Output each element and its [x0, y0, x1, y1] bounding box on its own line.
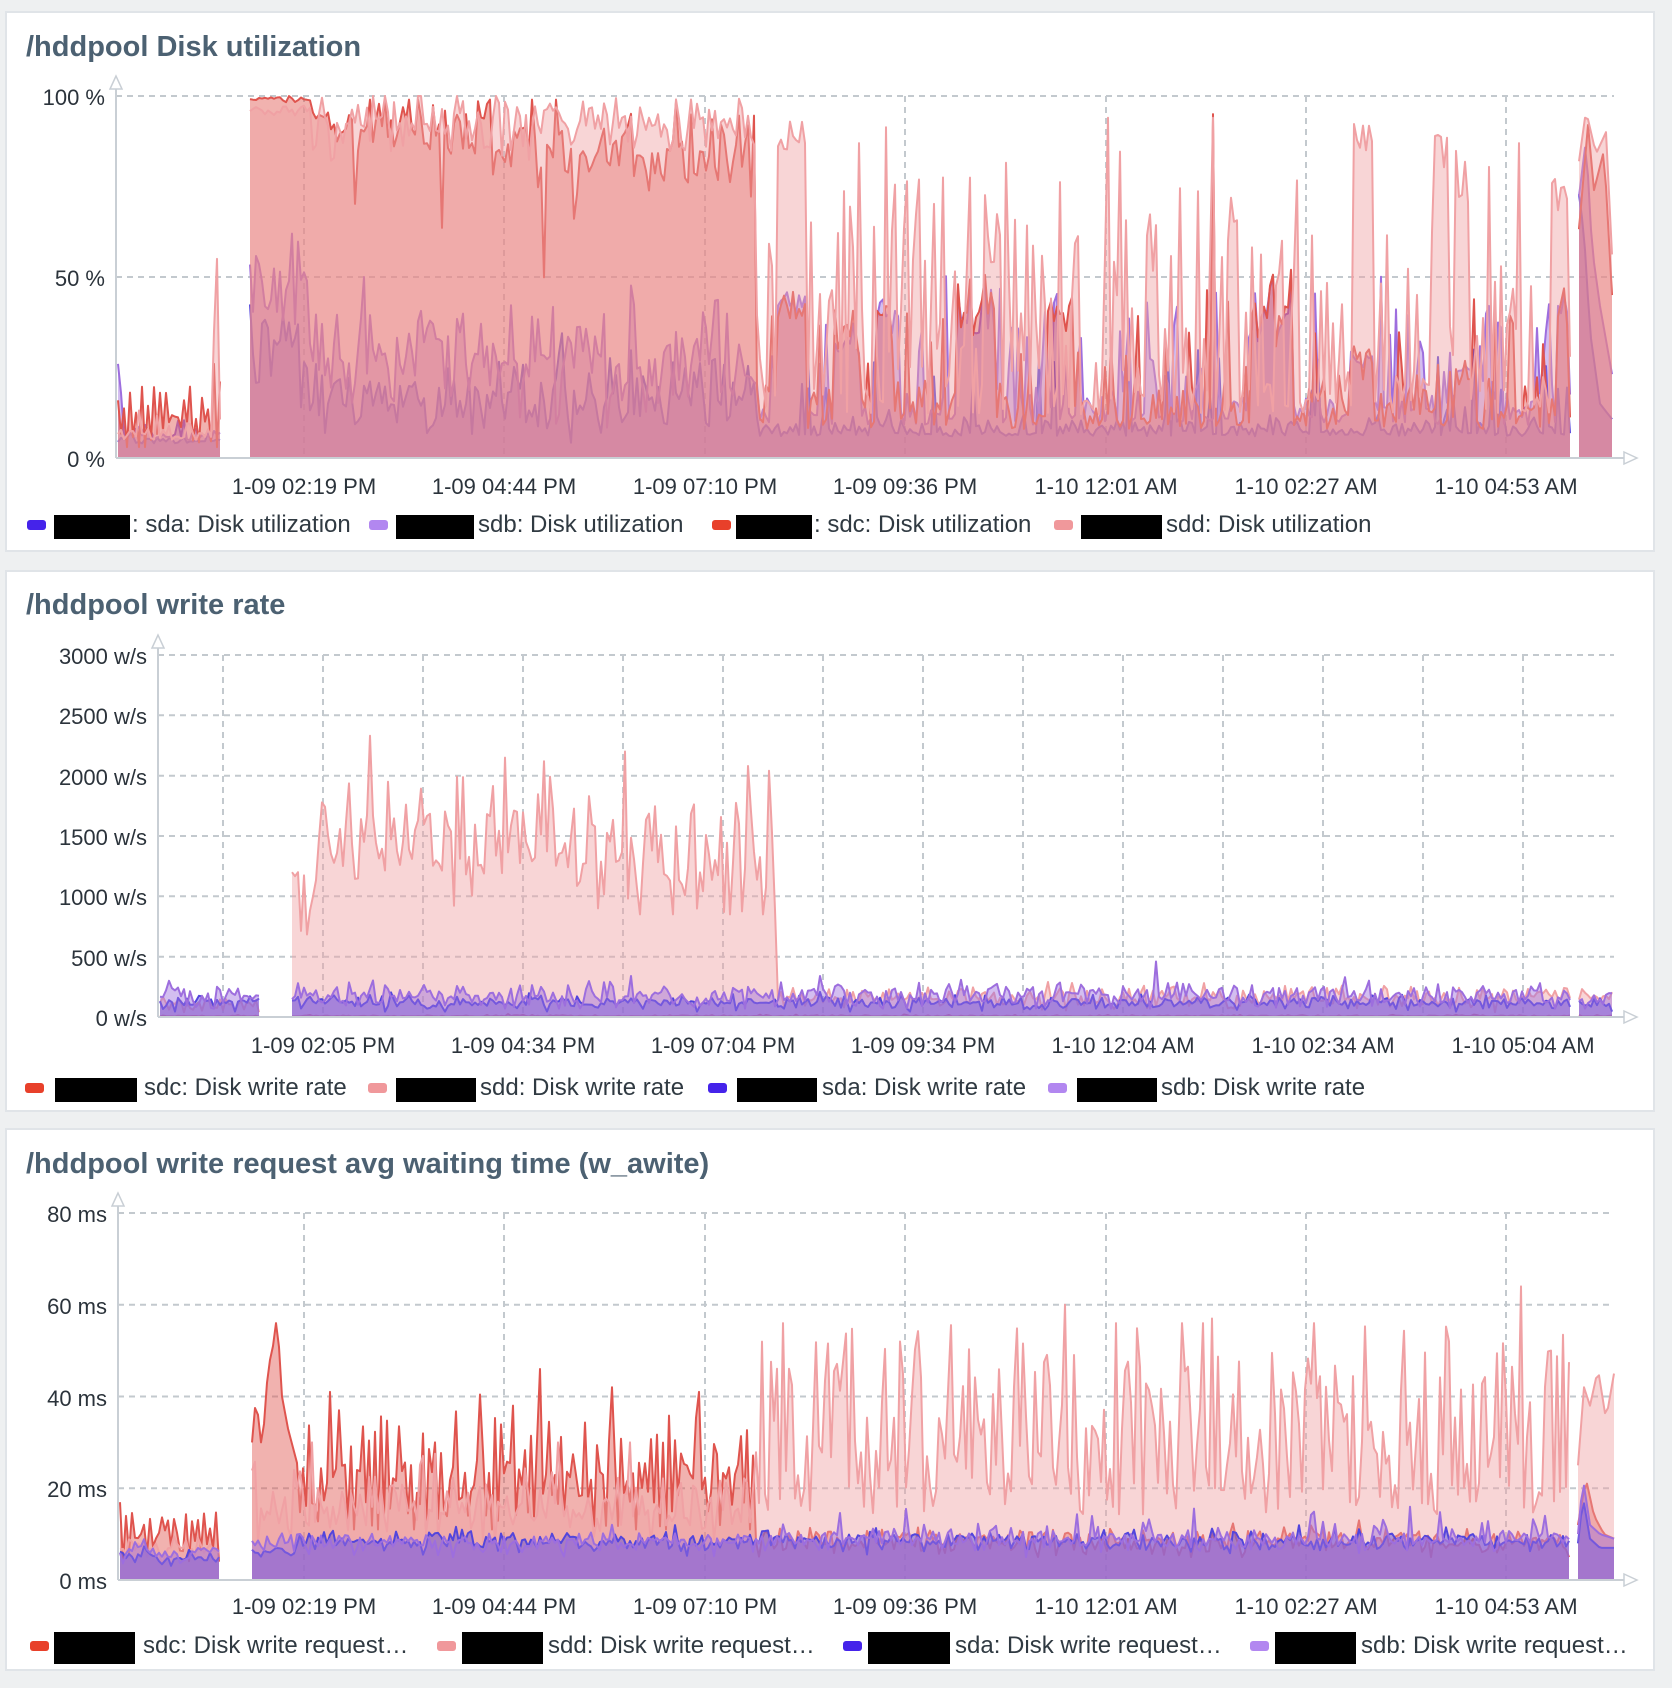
svg-text:0 w/s: 0 w/s	[96, 1006, 147, 1031]
svg-text:1-10 12:04 AM: 1-10 12:04 AM	[1051, 1033, 1194, 1058]
svg-text:1-10 04:53 AM: 1-10 04:53 AM	[1434, 1594, 1577, 1619]
svg-text:sdd: Disk write rate: sdd: Disk write rate	[480, 1074, 684, 1101]
svg-text:1-10 12:01 AM: 1-10 12:01 AM	[1034, 474, 1177, 499]
svg-text:1500 w/s: 1500 w/s	[59, 825, 147, 850]
svg-text:20 ms: 20 ms	[47, 1477, 107, 1502]
svg-text:1-09 07:10 PM: 1-09 07:10 PM	[633, 1594, 777, 1619]
svg-text:1-09 04:34 PM: 1-09 04:34 PM	[451, 1033, 595, 1058]
svg-text:sdd: Disk write request…: sdd: Disk write request…	[548, 1632, 815, 1659]
svg-text:80 ms: 80 ms	[47, 1202, 107, 1227]
svg-text:sdd: Disk utilization: sdd: Disk utilization	[1166, 511, 1371, 538]
svg-text:1-10 05:04 AM: 1-10 05:04 AM	[1451, 1033, 1594, 1058]
svg-text:1-10 02:27 AM: 1-10 02:27 AM	[1234, 1594, 1377, 1619]
svg-text:50 %: 50 %	[55, 266, 105, 291]
svg-text:1-09 07:10 PM: 1-09 07:10 PM	[633, 474, 777, 499]
svg-text:0 ms: 0 ms	[59, 1569, 107, 1594]
svg-text:1-09 02:19 PM: 1-09 02:19 PM	[232, 474, 376, 499]
svg-text:1-10 04:53 AM: 1-10 04:53 AM	[1434, 474, 1577, 499]
svg-text:1-09 09:36 PM: 1-09 09:36 PM	[833, 474, 977, 499]
svg-text:1-09 09:36 PM: 1-09 09:36 PM	[833, 1594, 977, 1619]
svg-text:1-09 02:19 PM: 1-09 02:19 PM	[232, 1594, 376, 1619]
svg-text:sda: Disk write request…: sda: Disk write request…	[955, 1632, 1222, 1659]
svg-text:1-10 12:01 AM: 1-10 12:01 AM	[1034, 1594, 1177, 1619]
svg-text:/hddpool write rate: /hddpool write rate	[26, 589, 285, 621]
svg-text:1-09 02:05 PM: 1-09 02:05 PM	[251, 1033, 395, 1058]
svg-text:40 ms: 40 ms	[47, 1386, 107, 1411]
svg-text:1-09 07:04 PM: 1-09 07:04 PM	[651, 1033, 795, 1058]
svg-text:: sda: Disk utilization: : sda: Disk utilization	[132, 511, 351, 538]
svg-text:/hddpool Disk utilization: /hddpool Disk utilization	[26, 31, 361, 63]
svg-text:1000 w/s: 1000 w/s	[59, 885, 147, 910]
svg-text:100 %: 100 %	[43, 85, 105, 110]
svg-text:3000 w/s: 3000 w/s	[59, 644, 147, 669]
svg-text:sdb: Disk write rate: sdb: Disk write rate	[1161, 1074, 1365, 1101]
svg-text:1-09 04:44 PM: 1-09 04:44 PM	[432, 1594, 576, 1619]
svg-text:1-09 04:44 PM: 1-09 04:44 PM	[432, 474, 576, 499]
svg-text:1-10 02:27 AM: 1-10 02:27 AM	[1234, 474, 1377, 499]
svg-text:0 %: 0 %	[67, 447, 105, 472]
svg-text:/hddpool write request avg wai: /hddpool write request avg waiting time …	[26, 1148, 709, 1180]
svg-text:1-10 02:34 AM: 1-10 02:34 AM	[1251, 1033, 1394, 1058]
svg-text:sdb: Disk utilization: sdb: Disk utilization	[478, 511, 683, 538]
svg-text:2000 w/s: 2000 w/s	[59, 765, 147, 790]
svg-text:sda: Disk write rate: sda: Disk write rate	[822, 1074, 1026, 1101]
svg-text:sdb: Disk write request…: sdb: Disk write request…	[1361, 1632, 1628, 1659]
svg-text:1-09 09:34 PM: 1-09 09:34 PM	[851, 1033, 995, 1058]
svg-text:sdc: Disk write request…: sdc: Disk write request…	[143, 1632, 408, 1659]
svg-text:500 w/s: 500 w/s	[71, 946, 147, 971]
svg-text:: sdc: Disk utilization: : sdc: Disk utilization	[814, 511, 1031, 538]
svg-text:sdc: Disk write rate: sdc: Disk write rate	[144, 1074, 347, 1101]
svg-text:60 ms: 60 ms	[47, 1294, 107, 1319]
svg-text:2500 w/s: 2500 w/s	[59, 704, 147, 729]
